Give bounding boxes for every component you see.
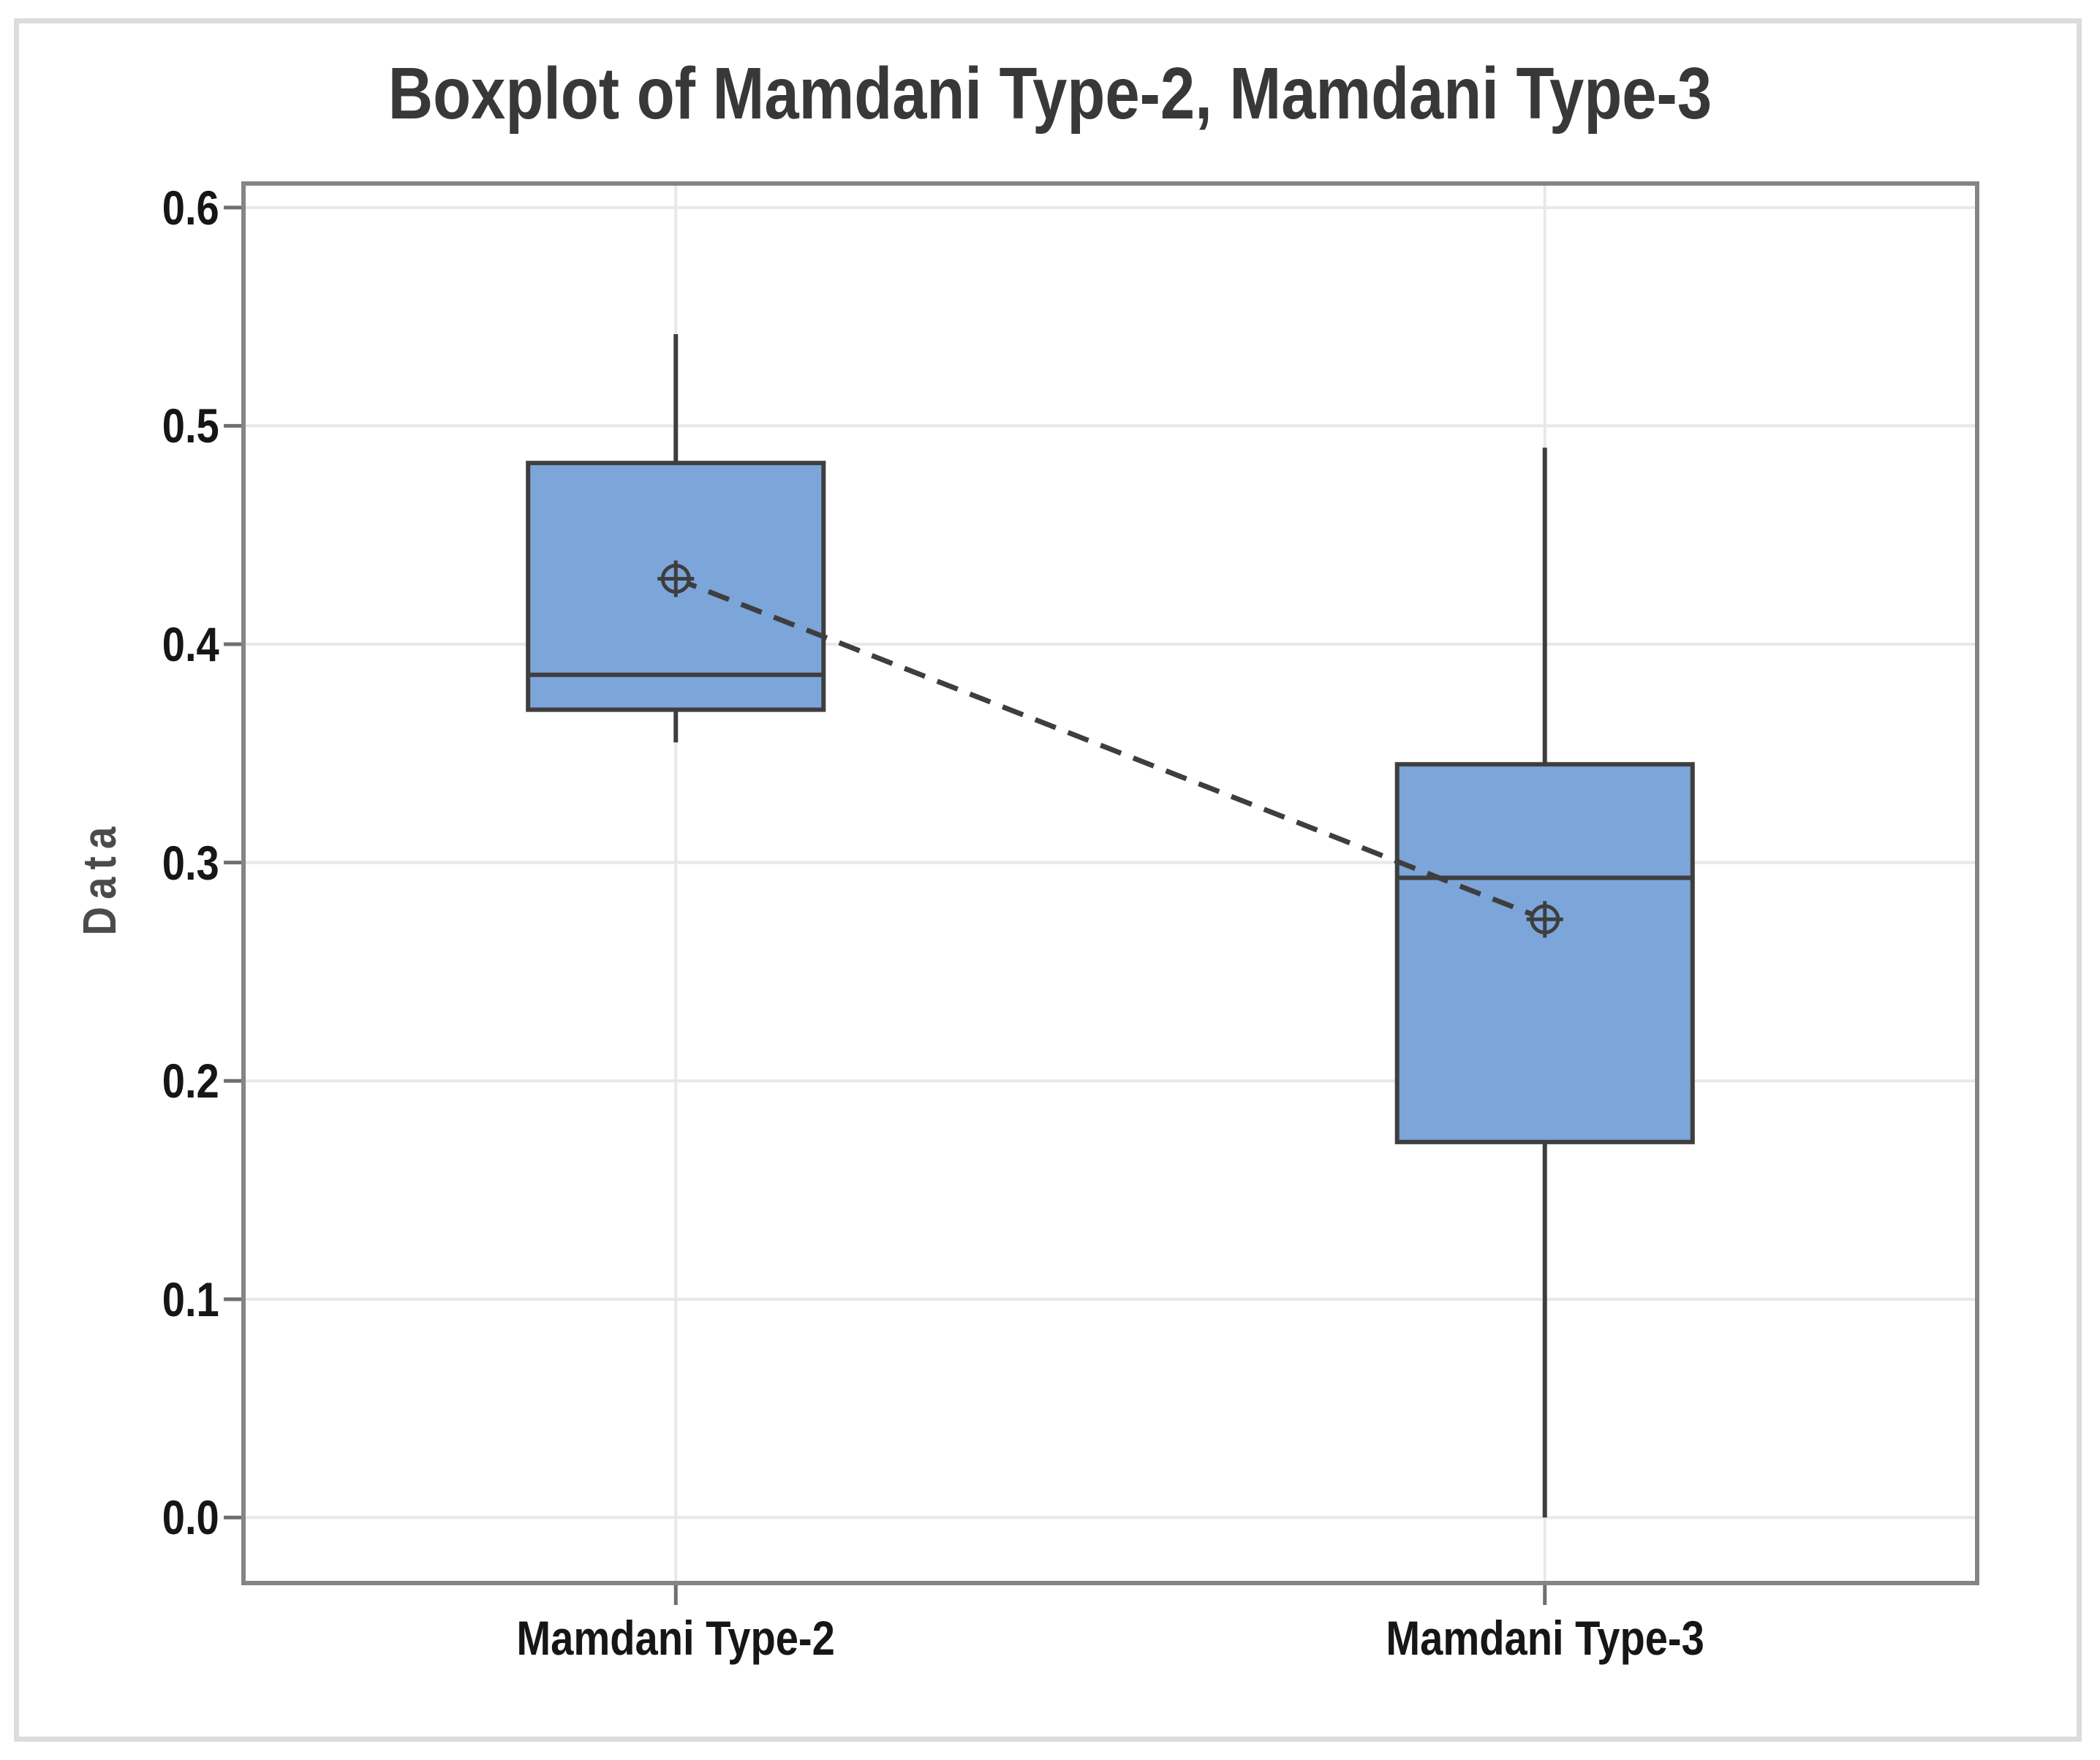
plot-area: [224, 181, 1979, 1605]
y-tick-label-text: 0.1: [162, 1272, 219, 1326]
x-category-label: Mamdani Type-3: [1253, 1607, 1837, 1669]
chart-title-text: Boxplot of Mamdani Type-2, Mamdani Type-…: [388, 53, 1712, 135]
y-tick-label: 0.4: [80, 615, 219, 673]
y-tick-label-text: 0.4: [162, 617, 219, 672]
y-tick-label: 0.3: [80, 834, 219, 892]
y-tick-label-text: 0.3: [162, 835, 219, 890]
y-tick-label: 0.6: [80, 178, 219, 237]
plot-frame: [241, 181, 1979, 1585]
y-tick-label-text: 0.5: [162, 399, 219, 453]
x-category-label: Mamdani Type-2: [383, 1607, 968, 1669]
y-tick-label-text: 0.2: [162, 1054, 219, 1109]
mean-connector-line: [674, 576, 1546, 922]
x-category-label-text: Mamdani Type-3: [1386, 1611, 1704, 1665]
y-tick-label-text: 0.6: [162, 180, 219, 235]
chart-title: Boxplot of Mamdani Type-2, Mamdani Type-…: [0, 42, 2100, 145]
y-tick-label: 0.0: [80, 1488, 219, 1546]
y-tick-label: 0.2: [80, 1051, 219, 1110]
y-tick-label-text: 0.0: [162, 1490, 219, 1545]
y-tick-label: 0.5: [80, 396, 219, 455]
y-tick-label: 0.1: [80, 1270, 219, 1329]
x-category-label-text: Mamdani Type-2: [516, 1611, 835, 1665]
box: [1394, 762, 1695, 1144]
